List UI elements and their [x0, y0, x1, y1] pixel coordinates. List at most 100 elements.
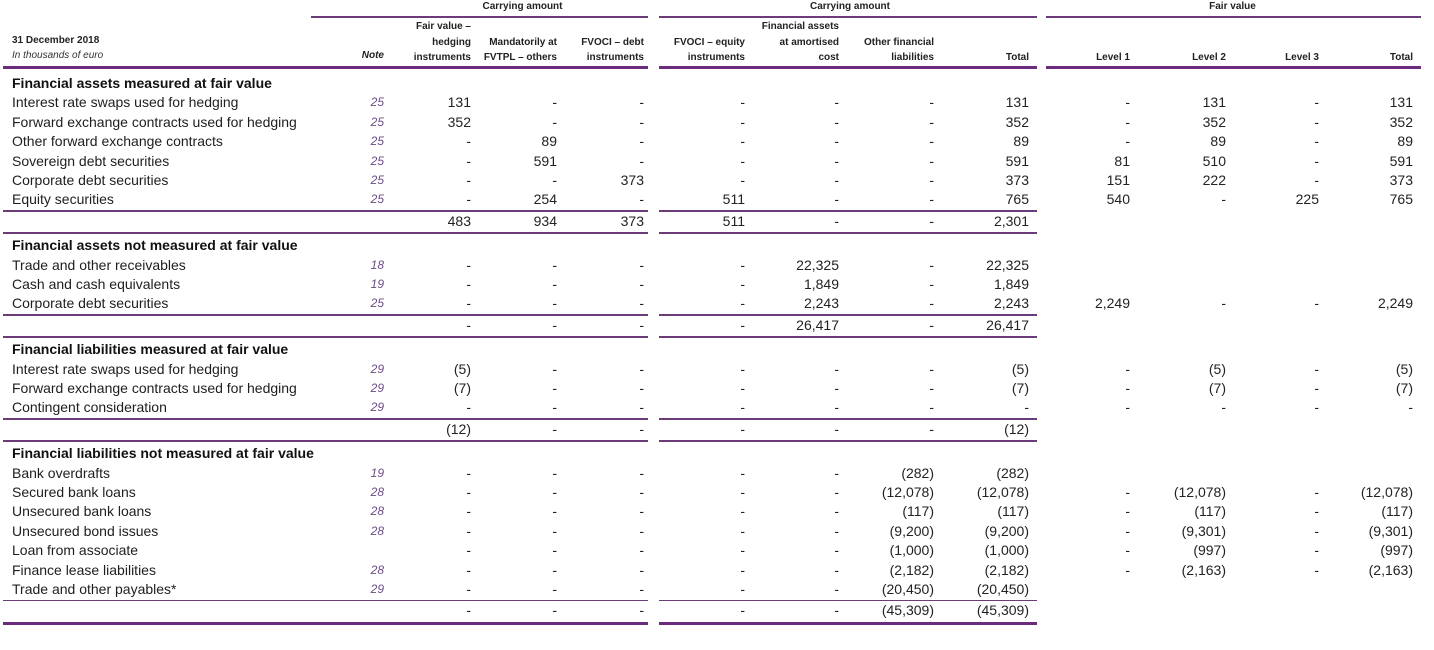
header-rule-1 — [3, 66, 648, 69]
cell-level-3: - — [1314, 503, 1319, 520]
table-row: Forward exchange contracts used for hedg… — [0, 379, 1434, 398]
cell-fair-value-hedging: - — [466, 295, 471, 312]
cell-level-1: 151 — [1106, 172, 1130, 188]
cell-other-financial-liabilities: - — [929, 113, 934, 130]
subtotal-mandatorily-fvtpl: - — [552, 420, 557, 437]
cell-mandatorily-fvtpl: - — [552, 172, 557, 188]
cell-amortised-cost: - — [834, 172, 839, 188]
column-header-amortised-cost-line1: Financial assets — [761, 21, 839, 32]
cell-fvoci-debt: - — [639, 522, 644, 539]
cell-fair-value-hedging: - — [466, 522, 471, 539]
column-header-level-3-line3: Level 3 — [1285, 52, 1319, 63]
cell-carrying-total: (20,450) — [976, 581, 1029, 597]
cell-fair-value-total: 591 — [1389, 152, 1413, 169]
cell-carrying-total: (2,182) — [984, 561, 1029, 578]
cell-carrying-total: 373 — [1005, 172, 1029, 188]
cell-amortised-cost: - — [834, 581, 839, 597]
cell-level-1: - — [1125, 503, 1130, 520]
cell-amortised-cost: - — [834, 542, 839, 559]
cell-mandatorily-fvtpl: - — [552, 464, 557, 481]
cell-level-3: - — [1314, 133, 1319, 150]
cell-amortised-cost: - — [834, 94, 839, 111]
cell-other-financial-liabilities: (117) — [902, 503, 934, 520]
column-header-mandatorily-fvtpl-line3: FVTPL – others — [483, 52, 557, 63]
cell-mandatorily-fvtpl: - — [552, 522, 557, 539]
cell-level-2: 352 — [1202, 113, 1226, 130]
section-header: Financial liabilities measured at fair v… — [0, 340, 1434, 359]
cell-fvoci-debt: - — [639, 133, 644, 150]
cell-fair-value-hedging: 352 — [447, 113, 471, 130]
subtotal-rule-top-1 — [3, 599, 648, 602]
cell-level-1: 2,249 — [1094, 295, 1130, 312]
column-header-carrying-total-line3: Total — [1005, 52, 1029, 63]
cell-fvoci-equity: - — [740, 256, 745, 273]
cell-amortised-cost: - — [834, 464, 839, 481]
cell-fair-value-total: (12,078) — [1360, 484, 1413, 500]
cell-level-3: - — [1314, 484, 1319, 500]
cell-other-financial-liabilities: (1,000) — [889, 542, 934, 559]
cell-fvoci-equity: - — [740, 399, 745, 416]
cell-fvoci-debt: - — [639, 256, 644, 273]
cell-other-financial-liabilities: - — [929, 256, 934, 273]
column-header-fair-value-hedging-line2: hedging — [432, 36, 471, 48]
row-label: Interest rate swaps used for hedging — [12, 94, 239, 111]
subtotal-fvoci-debt: - — [639, 316, 644, 333]
cell-level-2: 222 — [1202, 172, 1226, 188]
cell-mandatorily-fvtpl: - — [552, 295, 557, 312]
cell-fvoci-equity: - — [740, 276, 745, 292]
subtotal-carrying-total: 2,301 — [993, 212, 1029, 229]
section-rule-bottom-2 — [659, 440, 1037, 442]
table-row: Cash and cash equivalents 19 - - - - 1,849 - 1,8… — [0, 275, 1434, 294]
cell-fvoci-equity: - — [740, 542, 745, 559]
cell-level-1: - — [1125, 113, 1130, 130]
cell-fvoci-debt: - — [639, 360, 644, 377]
note-reference: 25 — [370, 114, 384, 129]
subtotal-row: (12) - - - - - (12) — [0, 420, 1434, 439]
table-row: Unsecured bond issues 28 - - - - - (9,200) (9,20… — [0, 522, 1434, 541]
cell-fair-value-total: 2,249 — [1377, 295, 1413, 312]
cell-fair-value-hedging: - — [466, 399, 471, 416]
cell-carrying-total: (5) — [1011, 360, 1029, 377]
table-row: Contingent consideration 29 - - - - - - - - - - - — [0, 398, 1434, 417]
group-rule-1 — [311, 16, 648, 18]
cell-fair-value-hedging: - — [466, 172, 471, 188]
note-reference: 28 — [370, 523, 384, 538]
cell-fvoci-equity: - — [740, 152, 745, 169]
cell-fair-value-hedging: - — [466, 152, 471, 169]
cell-fair-value-total: (9,301) — [1368, 522, 1413, 539]
table-row: Loan from associate - - - - - (1,000) (1,000) - (… — [0, 541, 1434, 560]
note-reference: 28 — [370, 485, 384, 499]
cell-carrying-total: (12,078) — [976, 484, 1029, 500]
cell-carrying-total: 89 — [1013, 133, 1029, 150]
table-row: Other forward exchange contracts 25 - 89 - - -… — [0, 132, 1434, 151]
cell-level-2: (7) — [1208, 380, 1226, 396]
units-label: In thousands of euro — [12, 50, 104, 61]
cell-level-2: - — [1221, 295, 1226, 312]
column-header-level-1-line3: Level 1 — [1096, 52, 1130, 63]
subtotal-row: 483 934 373 511 - - 2,301 — [0, 212, 1434, 231]
subtotal-row: - - - - 26,417 - 26,417 — [0, 316, 1434, 335]
row-label: Corporate debt securities — [12, 172, 169, 188]
cell-mandatorily-fvtpl: - — [552, 94, 557, 111]
cell-fvoci-debt: 373 — [620, 172, 644, 188]
subtotal-row: - - - - - (45,309) (45,309) — [0, 601, 1434, 620]
note-reference: 18 — [370, 257, 384, 272]
cell-mandatorily-fvtpl: - — [552, 503, 557, 520]
cell-level-3: - — [1314, 561, 1319, 578]
cell-fair-value-hedging: - — [466, 464, 471, 481]
cell-fair-value-hedging: (5) — [453, 360, 471, 377]
cell-fair-value-total: (117) — [1381, 503, 1413, 520]
cell-mandatorily-fvtpl: - — [552, 276, 557, 292]
subtotal-fvoci-debt: - — [639, 420, 644, 437]
cell-fvoci-equity: - — [740, 522, 745, 539]
subtotal-fvoci-equity: - — [740, 316, 745, 333]
cell-level-2: (2,163) — [1181, 561, 1226, 578]
note-reference: 25 — [370, 153, 384, 168]
row-label: Contingent consideration — [12, 399, 167, 416]
subtotal-fair-value-hedging: - — [466, 602, 471, 619]
cell-level-3: - — [1314, 542, 1319, 559]
cell-fvoci-equity: - — [740, 172, 745, 188]
cell-mandatorily-fvtpl: - — [552, 542, 557, 559]
cell-level-2: 510 — [1202, 152, 1226, 169]
row-label: Bank overdrafts — [12, 464, 111, 481]
